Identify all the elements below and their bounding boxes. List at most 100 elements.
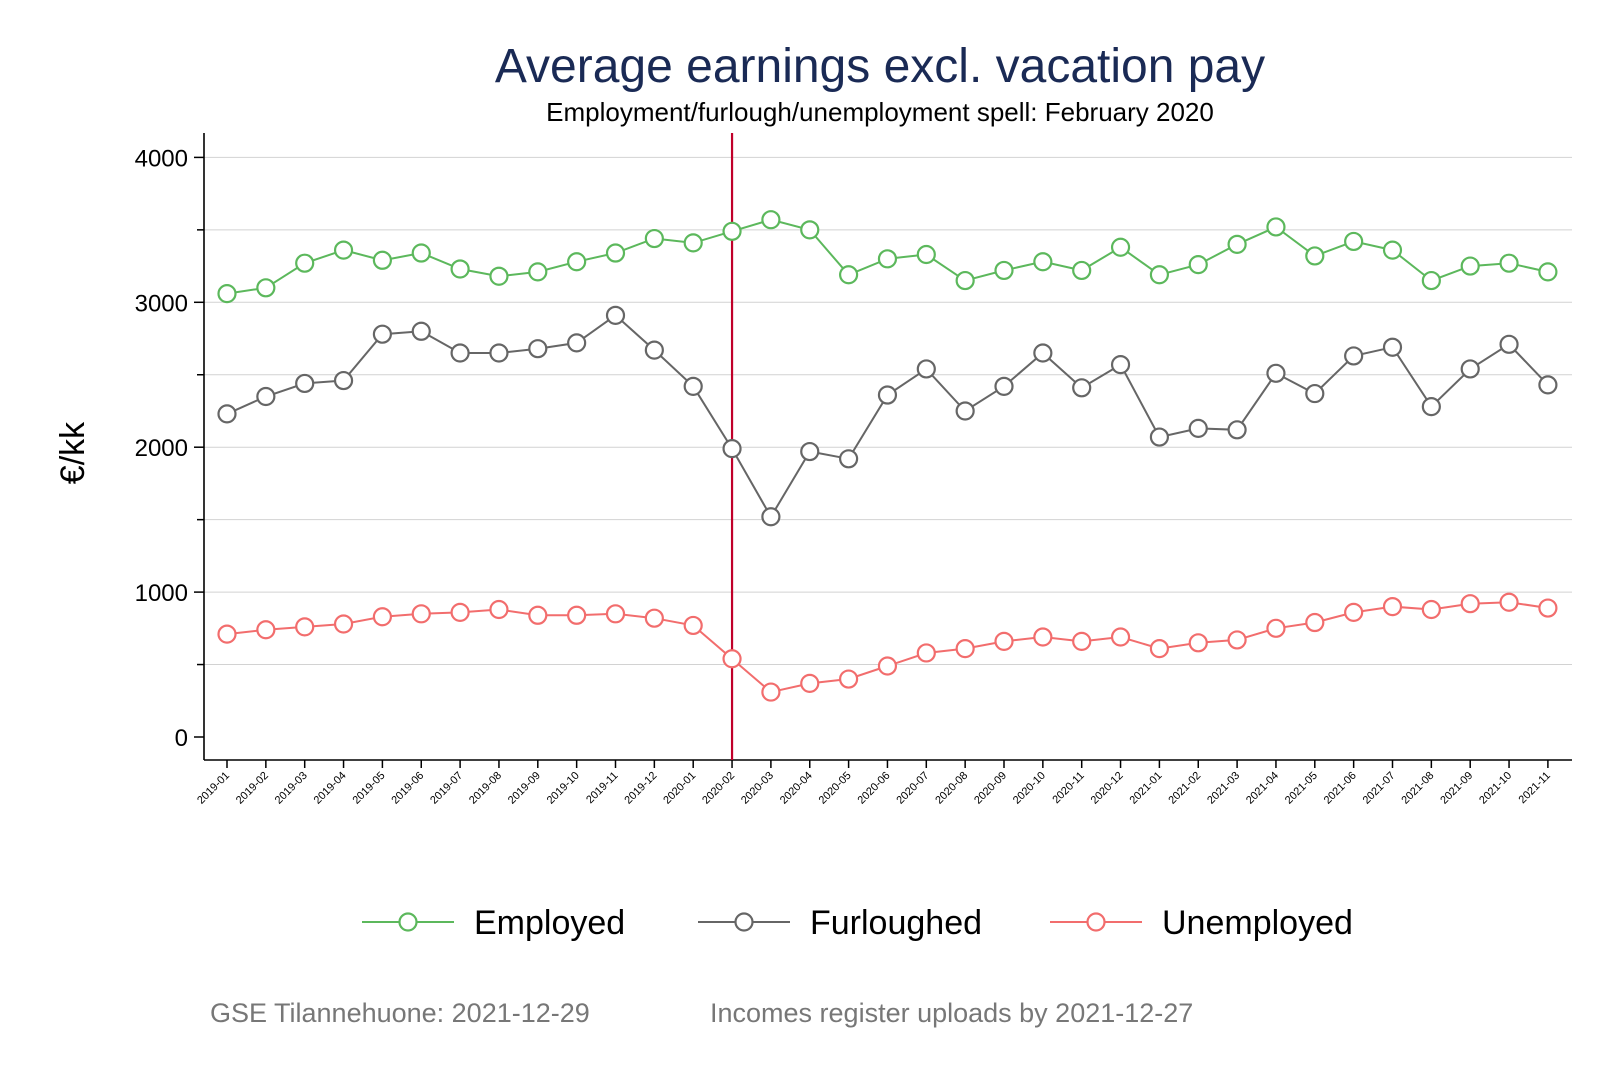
- data-point-furloughed: [1149, 427, 1170, 447]
- data-point-employed: [333, 240, 354, 260]
- data-point-unemployed: [256, 620, 276, 640]
- legend-label: Employed: [474, 904, 625, 942]
- x-tick-label: 2021-07: [1361, 770, 1398, 807]
- data-point-unemployed: [450, 602, 470, 622]
- x-tick-label: 2020-03: [739, 770, 776, 807]
- data-point-unemployed: [1499, 592, 1519, 612]
- x-tick-label: 2020-07: [894, 770, 931, 807]
- data-point-unemployed: [955, 639, 975, 659]
- x-tick-label: 2021-08: [1399, 770, 1436, 807]
- data-point-employed: [372, 250, 392, 270]
- data-point-employed: [295, 253, 315, 273]
- data-point-furloughed: [528, 339, 548, 359]
- data-point-unemployed: [683, 615, 703, 636]
- data-point-unemployed: [994, 631, 1014, 651]
- data-point-employed: [683, 233, 703, 253]
- data-point-employed: [1460, 256, 1480, 276]
- data-point-furloughed: [1382, 337, 1403, 357]
- data-point-furloughed: [1421, 397, 1441, 417]
- data-point-unemployed: [1072, 631, 1092, 651]
- data-point-unemployed: [605, 604, 626, 624]
- data-point-employed: [1227, 234, 1247, 254]
- data-point-employed: [217, 284, 237, 304]
- data-point-furloughed: [683, 376, 703, 396]
- data-point-employed: [722, 221, 742, 241]
- x-tick-label: 2020-12: [1089, 770, 1126, 807]
- data-point-unemployed: [1188, 633, 1208, 653]
- data-point-employed: [256, 278, 276, 298]
- x-tick-label: 2019-06: [389, 770, 426, 807]
- x-tick-label: 2019-10: [545, 770, 582, 807]
- data-point-furloughed: [722, 439, 742, 459]
- x-tick-label: 2020-05: [817, 770, 854, 807]
- y-tick-label: 4000: [135, 145, 188, 172]
- data-point-furloughed: [1499, 334, 1519, 354]
- data-point-unemployed: [333, 614, 354, 634]
- data-point-employed: [838, 265, 859, 285]
- data-point-employed: [1344, 231, 1364, 252]
- x-tick-label: 2019-09: [506, 770, 543, 807]
- data-point-employed: [450, 259, 470, 279]
- x-tick-label: 2019-02: [234, 770, 271, 807]
- data-point-furloughed: [1460, 359, 1480, 379]
- data-point-unemployed: [1382, 596, 1403, 617]
- data-point-employed: [916, 244, 936, 265]
- data-point-employed: [528, 262, 548, 282]
- legend-swatch-marker: [398, 912, 418, 932]
- x-tick-label: 2020-09: [972, 770, 1009, 807]
- data-point-furloughed: [1305, 383, 1325, 404]
- x-tick-label: 2019-03: [273, 770, 310, 807]
- data-point-furloughed: [877, 385, 898, 405]
- data-point-employed: [1149, 265, 1170, 285]
- source-note-left: GSE Tilannehuone: 2021-12-29: [210, 998, 590, 1028]
- x-tick-label: 2020-06: [856, 770, 893, 807]
- series-line-furloughed: [226, 314, 1549, 519]
- data-point-unemployed: [1149, 639, 1170, 659]
- data-point-unemployed: [372, 607, 392, 627]
- data-point-unemployed: [722, 649, 742, 669]
- data-point-furloughed: [1110, 355, 1131, 375]
- series-furloughed: [217, 305, 1558, 527]
- data-point-unemployed: [295, 617, 315, 637]
- data-point-furloughed: [450, 343, 470, 363]
- data-point-unemployed: [411, 604, 431, 624]
- data-point-unemployed: [916, 643, 936, 663]
- data-point-employed: [1538, 262, 1558, 282]
- data-point-furloughed: [761, 507, 781, 527]
- data-point-furloughed: [1538, 375, 1558, 395]
- legend: Employed Furloughed Unemployed: [362, 904, 1353, 942]
- x-tick-label: 2021-10: [1477, 770, 1514, 807]
- x-tick-label: 2019-11: [584, 770, 620, 806]
- data-point-furloughed: [994, 376, 1014, 396]
- x-tick-label: 2019-12: [622, 770, 659, 807]
- x-tick-label: 2020-08: [933, 770, 970, 807]
- x-tick-label: 2021-04: [1244, 770, 1281, 807]
- data-point-employed: [1499, 253, 1519, 273]
- series-employed: [217, 210, 1558, 304]
- data-point-unemployed: [528, 605, 548, 625]
- data-point-employed: [877, 249, 898, 269]
- data-point-unemployed: [1033, 627, 1053, 647]
- data-point-furloughed: [1344, 346, 1364, 366]
- legend-item-employed: Employed: [362, 904, 625, 942]
- x-tick-label: 2021-03: [1205, 770, 1242, 807]
- data-point-employed: [567, 252, 587, 272]
- data-point-unemployed: [489, 599, 509, 620]
- series-group: [217, 210, 1558, 702]
- data-point-furloughed: [411, 321, 431, 341]
- data-point-furloughed: [644, 340, 664, 360]
- data-point-employed: [1382, 240, 1403, 260]
- data-point-unemployed: [800, 673, 820, 693]
- x-tick-label: 2020-02: [700, 770, 737, 807]
- data-point-furloughed: [1266, 363, 1286, 383]
- data-point-furloughed: [1188, 418, 1208, 438]
- data-point-employed: [800, 220, 820, 240]
- x-tick-label: 2020-11: [1050, 770, 1086, 806]
- data-point-employed: [411, 243, 431, 263]
- data-point-furloughed: [1227, 420, 1247, 440]
- legend-swatch-marker: [734, 912, 754, 932]
- data-point-employed: [1266, 217, 1286, 237]
- y-tick-label: 0: [175, 725, 188, 752]
- x-tick-label: 2019-05: [350, 770, 387, 807]
- y-tick-label: 1000: [135, 580, 188, 607]
